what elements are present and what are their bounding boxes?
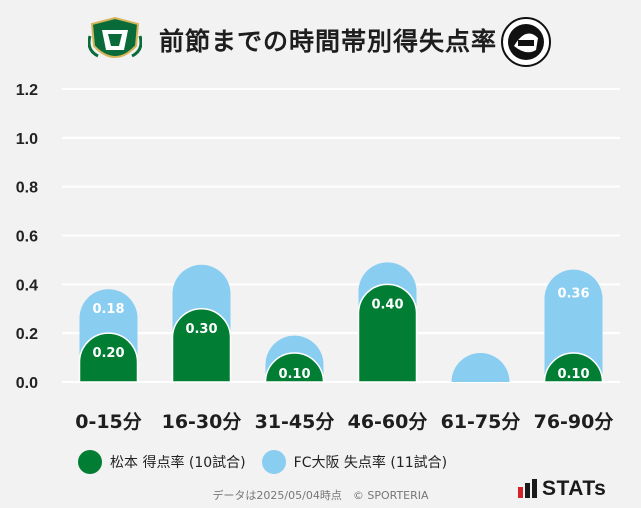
y-tick-label: 0.6 [16, 229, 38, 246]
data-label-matsumoto: 0.40 [371, 297, 403, 312]
y-axis: 0.0 0.2 0.4 0.6 0.8 1.0 1.2 [16, 82, 38, 392]
x-tick-label: 31-45分 [255, 411, 335, 433]
data-label-fc-osaka: 0.18 [92, 302, 124, 317]
y-tick-label: 0.2 [16, 326, 38, 343]
x-tick-label: 61-75分 [441, 411, 521, 433]
bar-matsumoto [264, 352, 325, 383]
data-label-matsumoto: 0.10 [278, 367, 310, 382]
bar-matsumoto [543, 352, 604, 383]
legend-item-fc-osaka: FC大阪 失点率 (11試合) [261, 450, 448, 474]
x-tick-label: 0-15分 [75, 411, 142, 433]
x-tick-label: 16-30分 [162, 411, 242, 433]
bar-fc-osaka [451, 353, 510, 382]
data-label-fc-osaka: 0.36 [557, 287, 589, 302]
data-label-matsumoto: 0.30 [185, 322, 217, 337]
matsumoto-emblem-icon [88, 16, 142, 58]
legend-label-fc-osaka: FC大阪 失点率 (11試合) [293, 455, 448, 471]
stats-brand: STATs [542, 477, 607, 500]
chart-title: 前節までの時間帯別得失点率 [158, 27, 497, 56]
legend-label-matsumoto: 松本 得点率 (10試合) [110, 455, 246, 471]
stats-logo-icon [518, 479, 537, 498]
legend: 松本 得点率 (10試合) FC大阪 失点率 (11試合) [78, 448, 463, 476]
legend-swatch-fc-osaka [261, 450, 286, 474]
footer-note: データは2025/05/04時点 © SPORTERIA [212, 489, 429, 502]
grid-lines [62, 88, 620, 383]
y-tick-label: 0.8 [16, 180, 38, 197]
data-label-matsumoto: 0.20 [92, 346, 124, 361]
legend-item-matsumoto: 松本 得点率 (10試合) [78, 450, 246, 474]
fc-osaka-emblem-icon [501, 17, 551, 67]
stats-logo: STATs [518, 477, 606, 501]
bar-matsumoto [357, 283, 418, 383]
bar-chart: 0.00.20.40.60.81.01.2 0.200.180.300.100.… [16, 82, 620, 433]
bars [78, 262, 604, 383]
bar-fc-osaka [544, 269, 603, 382]
x-tick-label: 76-90分 [534, 411, 614, 433]
data-label-matsumoto: 0.10 [557, 367, 589, 382]
y-tick-label: 1.0 [16, 131, 38, 148]
x-axis: 0-15分 16-30分 31-45分 46-60分 61-75分 76-90分 [75, 411, 613, 433]
y-tick-label: 0.4 [16, 277, 38, 294]
x-tick-label: 46-60分 [348, 411, 428, 433]
bar-matsumoto [171, 308, 232, 383]
legend-swatch-matsumoto [78, 450, 102, 474]
chart-header: 前節までの時間帯別得失点率 [0, 0, 641, 84]
bar-matsumoto [78, 332, 139, 383]
y-tick-label: 0.0 [16, 375, 38, 392]
y-tick-label: 1.2 [16, 82, 38, 99]
data-labels: 0.20 0.18 0.30 0.10 0.40 0.10 0.36 [92, 287, 589, 382]
